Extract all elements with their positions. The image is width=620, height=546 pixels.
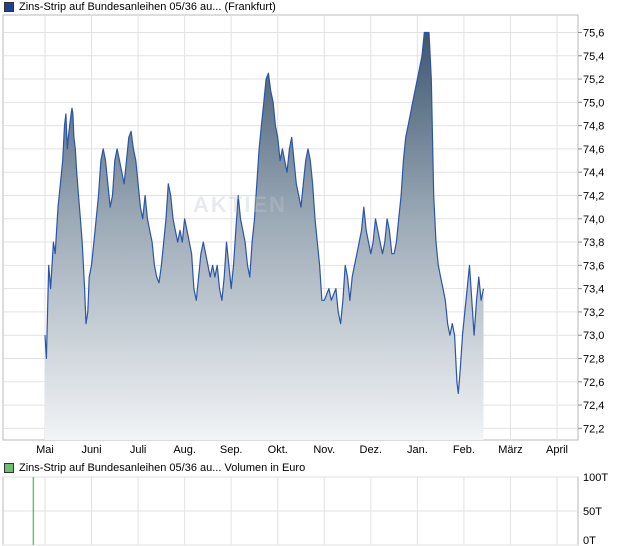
y-tick-label: 75,4 bbox=[583, 51, 604, 63]
x-tick-label: Jan. bbox=[407, 444, 428, 456]
x-tick-label: Juli bbox=[130, 444, 147, 456]
volume-y-tick-label: 50T bbox=[583, 506, 602, 518]
y-tick-label: 74,8 bbox=[583, 121, 604, 133]
y-tick-label: 75,6 bbox=[583, 27, 604, 39]
x-tick-label: Aug. bbox=[173, 444, 196, 456]
y-tick-label: 75,2 bbox=[583, 74, 604, 86]
volume-legend-swatch bbox=[4, 463, 14, 473]
y-tick-label: 72,8 bbox=[583, 353, 604, 365]
x-tick-label: Feb. bbox=[453, 444, 475, 456]
volume-legend-label: Zins-Strip auf Bundesanleihen 05/36 au..… bbox=[19, 462, 306, 474]
x-tick-label: April bbox=[546, 444, 568, 456]
x-tick-label: Sep. bbox=[220, 444, 243, 456]
y-tick-label: 72,2 bbox=[583, 423, 604, 435]
price-legend-label: Zins-Strip auf Bundesanleihen 05/36 au..… bbox=[19, 1, 276, 13]
y-tick-label: 75,0 bbox=[583, 97, 604, 109]
price-legend-swatch bbox=[4, 2, 14, 12]
watermark: AKTIEN bbox=[193, 192, 287, 217]
x-tick-label: Nov. bbox=[313, 444, 335, 456]
x-tick-label: Dez. bbox=[360, 444, 383, 456]
y-tick-label: 73,2 bbox=[583, 307, 604, 319]
volume-legend: Zins-Strip auf Bundesanleihen 05/36 au..… bbox=[4, 461, 305, 475]
y-tick-label: 74,4 bbox=[583, 167, 604, 179]
volume-y-tick-label: 100T bbox=[583, 472, 608, 484]
x-tick-label: Mai bbox=[36, 444, 54, 456]
y-tick-label: 73,0 bbox=[583, 330, 604, 342]
price-area bbox=[45, 32, 484, 440]
volume-panel: 0T 50T 100T bbox=[2, 472, 608, 546]
y-tick-label: 72,6 bbox=[583, 377, 604, 389]
y-tick-label: 72,4 bbox=[583, 400, 604, 412]
x-tick-label: März bbox=[498, 444, 522, 456]
x-tick-label: Okt. bbox=[268, 444, 288, 456]
y-tick-label: 73,8 bbox=[583, 237, 604, 249]
y-tick-label: 74,0 bbox=[583, 214, 604, 226]
price-legend: Zins-Strip auf Bundesanleihen 05/36 au..… bbox=[4, 0, 276, 14]
volume-y-tick-label: 0T bbox=[583, 535, 596, 546]
y-tick-label: 73,6 bbox=[583, 260, 604, 272]
y-tick-label: 73,4 bbox=[583, 284, 604, 296]
y-tick-label: 74,6 bbox=[583, 144, 604, 156]
y-tick-label: 74,2 bbox=[583, 190, 604, 202]
x-tick-label: Juni bbox=[81, 444, 101, 456]
price-line bbox=[44, 31, 485, 394]
price-panel: 72,2 72,4 72,6 72,8 73,0 73,2 73,4 73,6 73,8 74,0… bbox=[2, 14, 604, 456]
